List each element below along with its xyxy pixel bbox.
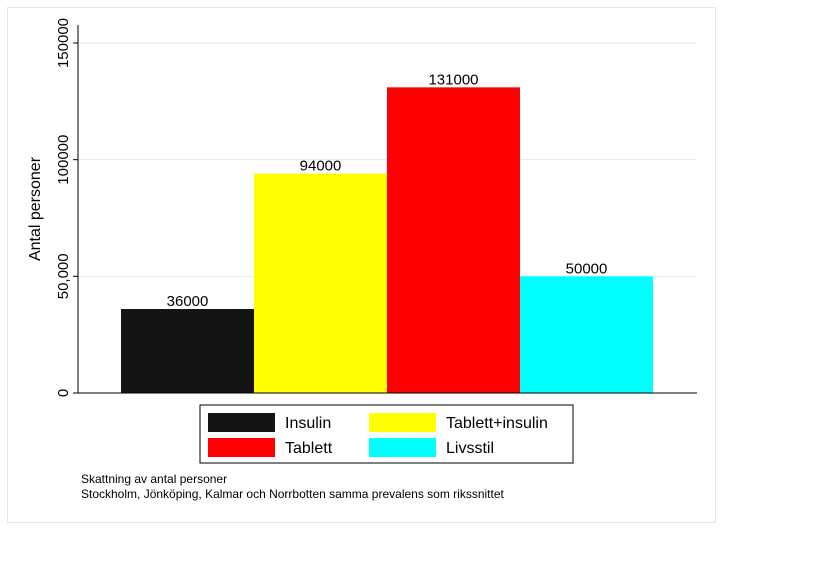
bars	[121, 87, 653, 393]
data-label-tablett: 131000	[428, 71, 478, 88]
legend-label-tablett-insulin: Tablett+insulin	[446, 415, 548, 432]
note-line-2: Stockholm, Jönköping, Kalmar och Norrbot…	[81, 487, 504, 501]
data-label-livsstil: 50000	[566, 260, 608, 277]
bar-livsstil	[520, 276, 653, 393]
bar-insulin	[121, 309, 254, 393]
bar-tablett	[387, 87, 520, 393]
y-tick-label: 0	[55, 389, 72, 397]
legend-label-livsstil: Livsstil	[446, 440, 494, 457]
legend: Insulin Tablett+insulin Tablett Livsstil	[199, 404, 574, 464]
y-axis-label: Antal personer	[27, 156, 44, 261]
note-line-1: Skattning av antal personer	[81, 472, 228, 486]
legend-label-insulin: Insulin	[285, 415, 331, 432]
y-tick-label: 150000	[55, 18, 72, 68]
data-label-insulin: 36000	[167, 293, 209, 310]
data-labels: 36000 94000 131000 50000	[167, 71, 608, 310]
y-ticks: 0 50,000 100000 150000	[55, 18, 78, 397]
bar-tablett-insulin	[254, 173, 387, 393]
legend-label-tablett: Tablett	[285, 440, 333, 457]
data-label-tablett-insulin: 94000	[300, 158, 342, 175]
y-tick-label: 50,000	[55, 253, 72, 299]
legend-swatch-tablett-insulin	[369, 413, 436, 432]
legend-swatch-insulin	[208, 413, 275, 432]
legend-swatch-tablett	[208, 438, 275, 457]
y-tick-label: 100000	[55, 135, 72, 185]
legend-swatch-livsstil	[369, 438, 436, 457]
